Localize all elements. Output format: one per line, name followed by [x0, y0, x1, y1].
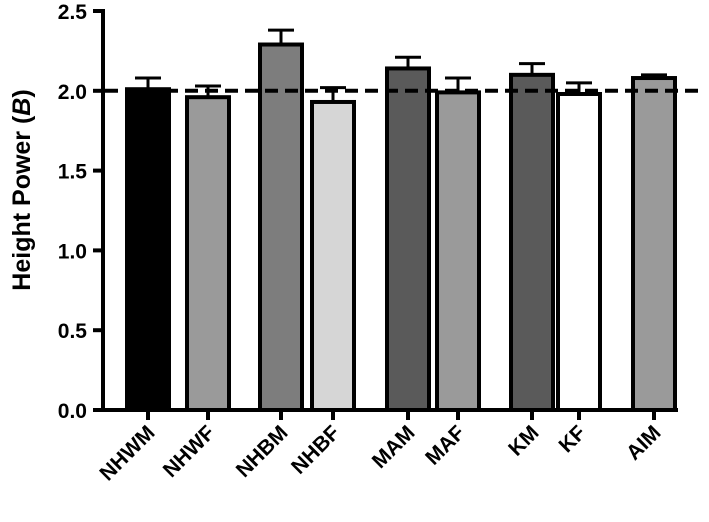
x-tick-label: NHBM: [232, 421, 293, 482]
bar-nhwf: [185, 95, 231, 413]
bar-aim: [631, 76, 677, 412]
bar-nhbf: [310, 99, 356, 413]
x-tick-label: NHBF: [287, 421, 345, 479]
x-tick-label: MAM: [368, 421, 420, 473]
y-tick-label: 1.5: [58, 161, 88, 184]
x-tick-label: MAF: [421, 421, 470, 470]
bar-km: [509, 72, 555, 412]
bar-mam: [385, 66, 431, 413]
y-axis-title-variable: B: [8, 98, 36, 116]
bar-maf: [435, 90, 481, 412]
bar-nhbm: [258, 42, 304, 413]
x-tick-label: KM: [504, 421, 543, 460]
x-tick-label: AIM: [622, 421, 665, 464]
y-tick-label: 2.5: [58, 1, 88, 24]
x-tick-label: NHWM: [95, 421, 159, 485]
bars-group: [125, 28, 677, 413]
x-tick-label: NHWF: [159, 421, 220, 482]
y-tick-label: 1.0: [58, 240, 87, 263]
y-axis-title: Height Power (B): [8, 89, 36, 290]
y-axis-title-close: ): [8, 89, 36, 97]
y-tick-label: 0.0: [58, 400, 87, 423]
y-axis-title-text: Height Power (: [8, 115, 36, 291]
x-tick-label: KF: [554, 421, 590, 457]
bar-nhwm: [125, 87, 171, 412]
y-axis: 0.0 0.5 1.0 1.5 2.0 2.5: [58, 1, 105, 423]
bar-kf: [556, 91, 602, 412]
y-tick-label: 0.5: [58, 320, 88, 343]
y-tick-label: 2.0: [58, 81, 87, 104]
